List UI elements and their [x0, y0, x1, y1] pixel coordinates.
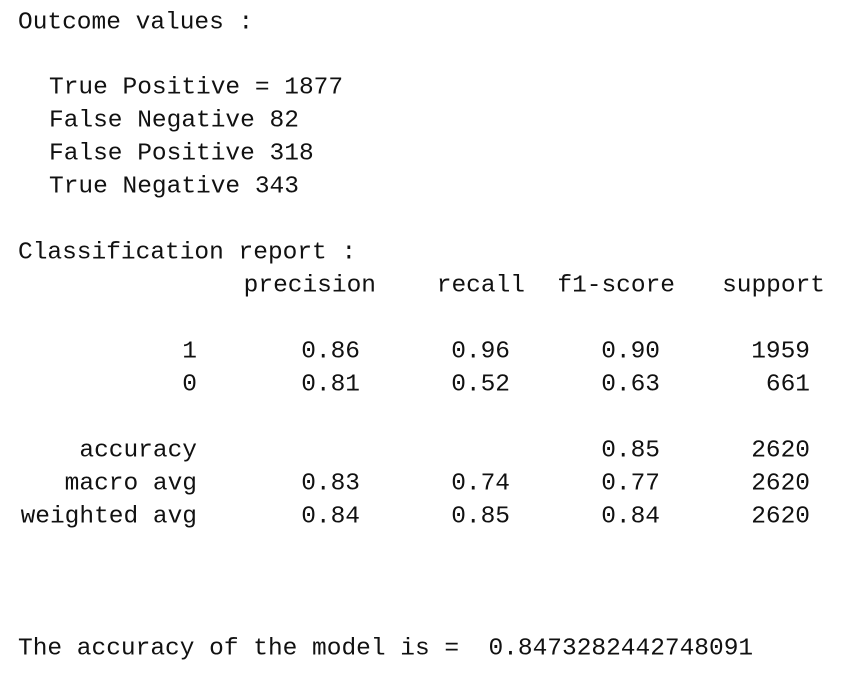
cell: 0.77	[601, 470, 660, 497]
cell: 0.63	[601, 371, 660, 398]
cell: 2620	[751, 437, 810, 464]
column-header: recall	[437, 272, 525, 299]
cell: 2620	[751, 503, 810, 530]
column-header: support	[722, 272, 825, 299]
outcome-line: True Negative 343	[49, 173, 299, 200]
cell: 0.85	[601, 437, 660, 464]
cell: 1959	[751, 338, 810, 365]
cell: 0.84	[601, 503, 660, 530]
column-header: f1-score	[557, 272, 675, 299]
cell: 0.90	[601, 338, 660, 365]
outcome-line: False Negative 82	[49, 107, 299, 134]
outcome-title: Outcome values :	[18, 9, 253, 36]
row-label: accuracy	[79, 437, 197, 464]
outcome-line: False Positive 318	[49, 140, 314, 167]
row-label: 1	[182, 338, 197, 365]
cell: 0.86	[301, 338, 360, 365]
cell: 0.85	[451, 503, 510, 530]
cell: 0.74	[451, 470, 510, 497]
cell: 0.83	[301, 470, 360, 497]
cell: 0.52	[451, 371, 510, 398]
cell: 661	[766, 371, 810, 398]
row-label: macro avg	[65, 470, 197, 497]
report-title: Classification report :	[18, 239, 356, 266]
column-header: precision	[244, 272, 376, 299]
outcome-line: True Positive = 1877	[49, 74, 343, 101]
cell: 0.84	[301, 503, 360, 530]
accuracy-line: The accuracy of the model is = 0.8473282…	[18, 635, 753, 662]
cell: 0.96	[451, 338, 510, 365]
cell: 2620	[751, 470, 810, 497]
row-label: weighted avg	[21, 503, 197, 530]
row-label: 0	[182, 371, 197, 398]
cell: 0.81	[301, 371, 360, 398]
